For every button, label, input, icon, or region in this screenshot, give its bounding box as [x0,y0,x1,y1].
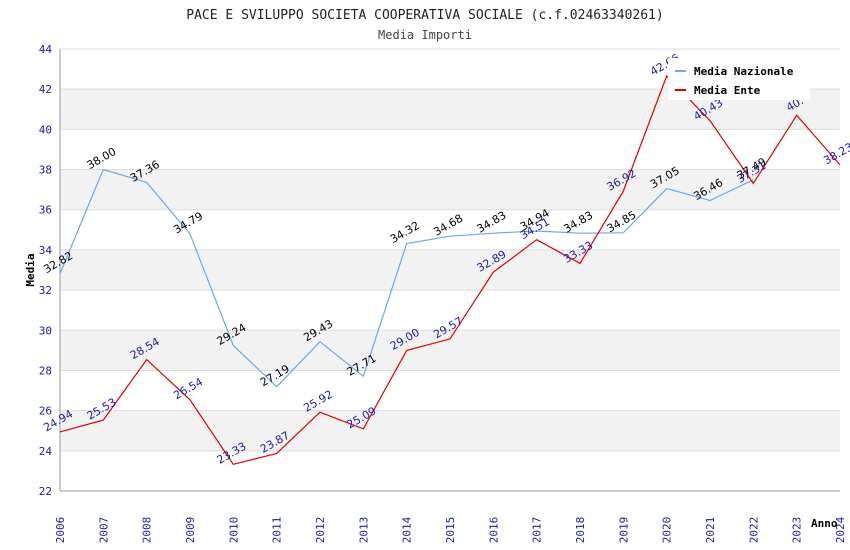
data-label: 34.83 [561,209,595,236]
x-tick-label: 2017 [531,517,544,544]
x-tick-label: 2011 [271,517,284,544]
series-lines [59,74,841,465]
chart-subtitle: Media Importi [378,28,472,42]
y-tick-label: 24 [39,445,53,458]
y-tick-label: 30 [39,324,52,337]
chart-title: PACE E SVILUPPO SOCIETA COOPERATIVA SOCI… [186,8,663,23]
x-tick-label: 2019 [617,517,630,544]
grid-lines [60,48,840,492]
x-tick-label: 2015 [444,517,457,544]
x-tick-label: 2022 [747,517,760,544]
x-tick-label: 2006 [54,517,67,544]
legend-background [668,58,810,100]
x-tick-labels: 2006 2007 2008 2009 2010 2011 2012 2013 2014 2015… [54,516,847,543]
data-label: 34.85 [605,208,639,235]
series-line-media-ente [59,74,841,465]
y-tick-label: 44 [39,43,53,56]
legend: Media Nazionale Media Ente [668,58,810,100]
y-tick-label: 28 [39,364,52,377]
x-axis-label: Anno [811,517,838,530]
y-tick-label: 40 [39,123,52,136]
y-axis-label: Media [24,253,37,286]
x-tick-label: 2023 [791,517,804,544]
x-tick-label: 2012 [314,517,327,544]
legend-label: Media Ente [694,84,761,97]
x-tick-label: 2024 [834,516,847,543]
x-tick-label: 2008 [141,517,154,544]
x-tick-label: 2009 [184,517,197,544]
data-label: 34.68 [431,212,465,239]
data-label: 38.00 [85,145,119,172]
x-tick-label: 2010 [227,517,240,544]
grid-band [60,410,840,451]
series-line-media-nazionale [59,168,754,388]
y-tick-label: 22 [39,485,52,498]
x-tick-label: 2013 [357,517,370,544]
y-tick-label: 32 [39,284,52,297]
legend-label: Media Nazionale [694,65,794,78]
grid-band [60,249,840,291]
data-label: 38.23 [821,140,850,167]
x-tick-label: 2014 [401,516,414,543]
x-tick-label: 2020 [661,517,674,544]
y-tick-label: 26 [39,405,52,418]
x-tick-label: 2007 [97,517,110,544]
grid-band [60,330,840,371]
x-tick-label: 2018 [574,517,587,544]
x-tick-label: 2016 [487,517,500,544]
x-tick-label: 2021 [704,517,717,544]
y-tick-label: 42 [39,83,52,96]
data-label: 34.83 [475,209,509,236]
y-tick-label: 36 [39,204,52,217]
y-tick-label: 38 [39,164,52,177]
grid-bands [60,89,840,451]
grid-band [60,169,840,210]
y-tick-labels: 22 24 26 28 30 32 34 36 38 40 42 44 [39,43,53,498]
y-tick-label: 34 [39,244,53,257]
